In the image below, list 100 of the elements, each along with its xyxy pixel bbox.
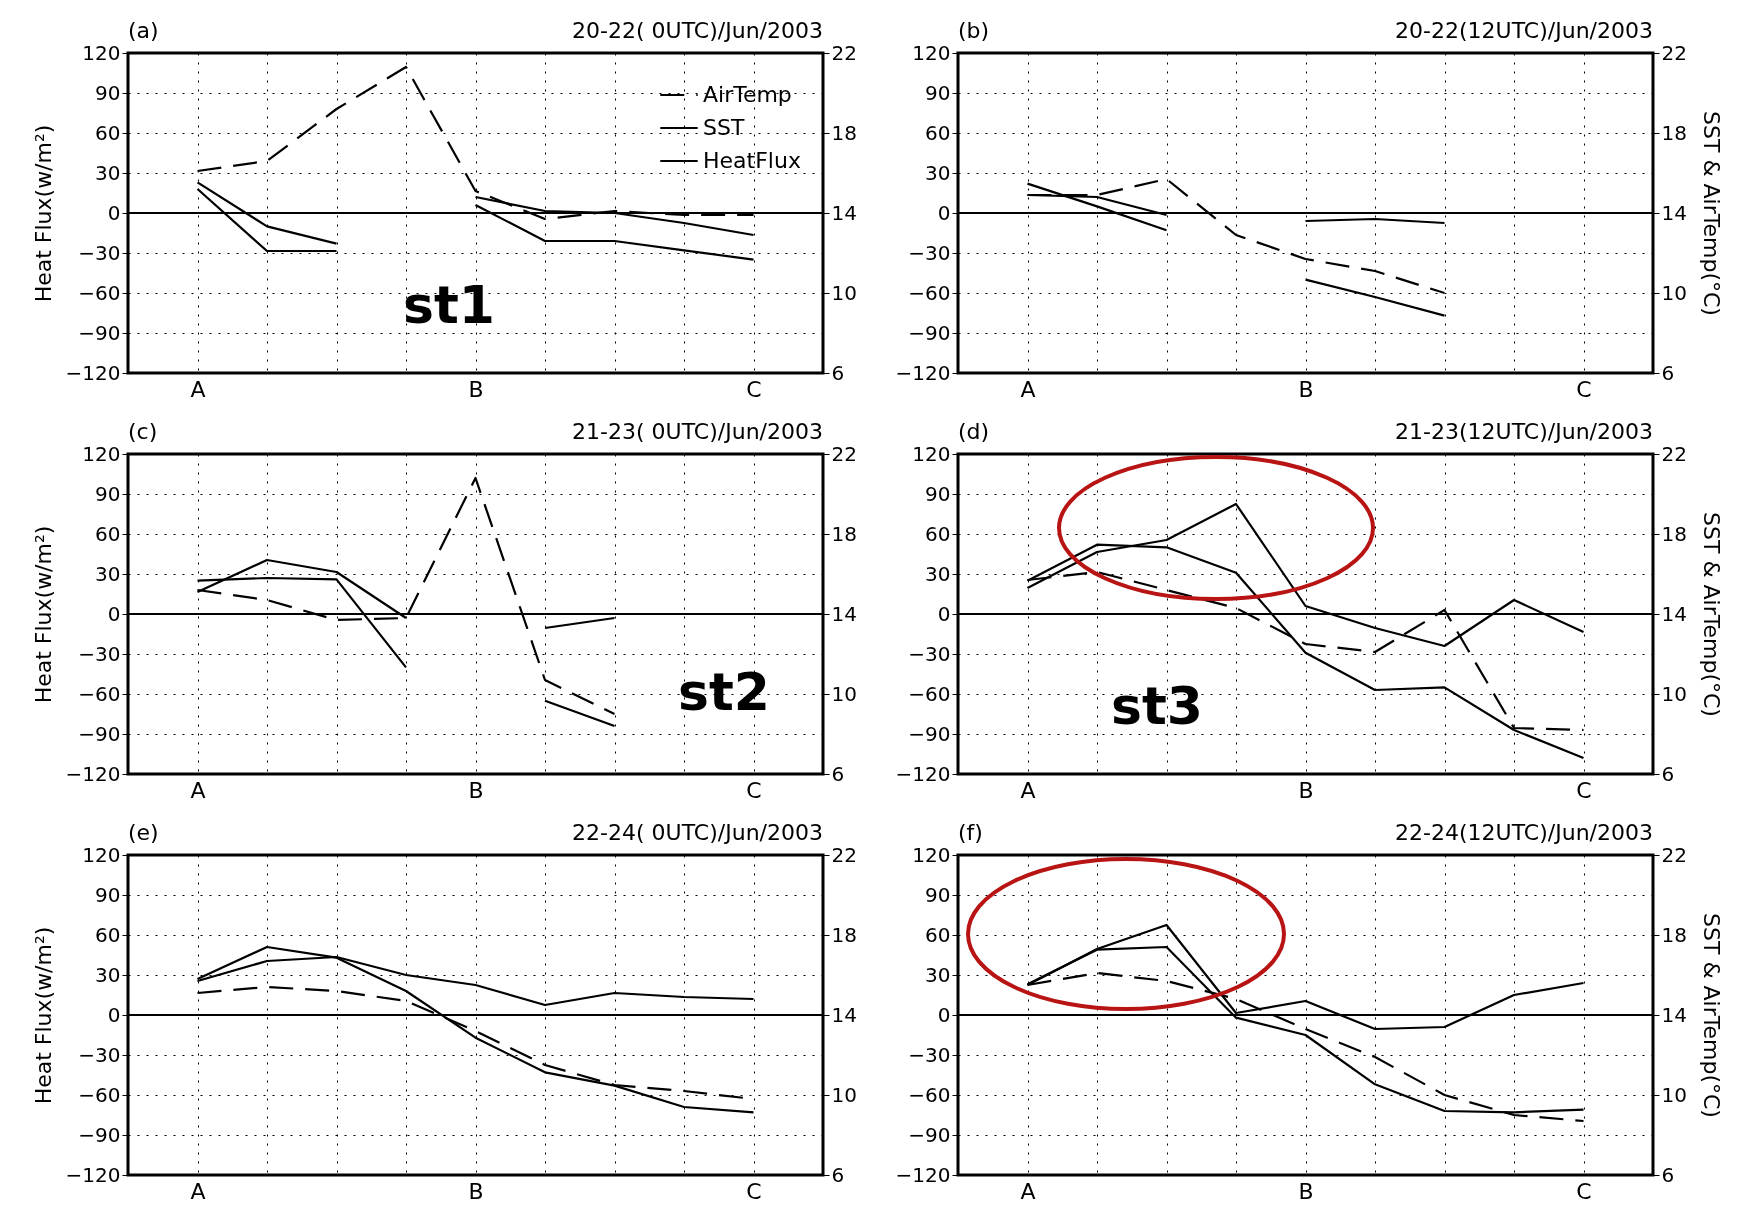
annotation: st2 — [678, 662, 770, 722]
y2-tick-label: 22 — [831, 842, 857, 867]
y-tick-label: 60 — [925, 521, 951, 546]
y-tick-label: 120 — [82, 40, 121, 65]
y-tick-label: 90 — [95, 80, 121, 105]
y-axis-title: Heat Flux(w/m²) — [30, 525, 56, 704]
y2-tick-label: 18 — [831, 120, 857, 145]
y2-tick-label: 10 — [831, 1082, 857, 1107]
chart-title: 20-22( 0UTC)/Jun/2003 — [572, 18, 823, 43]
y-tick-label: −90 — [78, 320, 121, 345]
chart-title: 22-24(12UTC)/Jun/2003 — [1395, 820, 1653, 845]
y-tick-label: −30 — [908, 1042, 951, 1067]
y-tick-label: −30 — [78, 1042, 121, 1067]
x-tick-label: C — [1576, 376, 1592, 402]
y2-tick-label: 6 — [1661, 1162, 1675, 1187]
y-tick-label: −60 — [908, 1082, 951, 1107]
y-tick-label: −120 — [65, 360, 121, 385]
y-tick-label: −120 — [895, 360, 951, 385]
text: (d) — [958, 419, 990, 444]
y-tick-label: 0 — [937, 200, 951, 225]
y2-tick-label: 14 — [831, 601, 857, 626]
y-tick-label: 0 — [937, 1002, 951, 1027]
y-tick-label: 30 — [95, 561, 121, 586]
x-tick-label: A — [190, 777, 206, 803]
y-axis-title: Heat Flux(w/m²) — [30, 926, 56, 1105]
legend-label: AirTemp — [703, 82, 792, 107]
x-tick-label: C — [1576, 777, 1592, 803]
y-tick-label: 60 — [925, 922, 951, 947]
y-tick-label: 30 — [925, 962, 951, 987]
y-tick-label: −30 — [908, 240, 951, 265]
y2-tick-label: 6 — [831, 360, 845, 385]
y-tick-label: 0 — [107, 1002, 121, 1027]
y-tick-label: −120 — [65, 1162, 121, 1187]
y-tick-label: 0 — [107, 200, 121, 225]
y2-tick-label: 6 — [1661, 761, 1675, 786]
y2-tick-label: 22 — [1661, 842, 1687, 867]
y-tick-label: −90 — [908, 1122, 951, 1147]
y-tick-label: −120 — [895, 761, 951, 786]
y-tick-label: 30 — [925, 160, 951, 185]
y2-tick-label: 14 — [831, 200, 857, 225]
y2-tick-label: 14 — [1661, 200, 1687, 225]
y2-tick-label: 14 — [831, 1002, 857, 1027]
y2-tick-label: 18 — [831, 922, 857, 947]
y2-tick-label: 10 — [1661, 280, 1687, 305]
y-tick-label: 90 — [95, 882, 121, 907]
y-tick-label: −60 — [78, 280, 121, 305]
x-tick-label: B — [1298, 376, 1314, 402]
y-tick-label: 60 — [95, 120, 121, 145]
text: (e) — [128, 820, 159, 845]
y-tick-label: 90 — [925, 481, 951, 506]
x-tick-label: A — [1020, 777, 1036, 803]
y2-tick-label: 14 — [1661, 1002, 1687, 1027]
y2-axis-title: SST & AirTemp(°C) — [1698, 913, 1724, 1118]
y2-tick-label: 6 — [831, 761, 845, 786]
x-tick-label: C — [746, 1178, 762, 1204]
y-tick-label: 120 — [82, 842, 121, 867]
x-tick-label: A — [1020, 1178, 1036, 1204]
y2-tick-label: 18 — [1661, 521, 1687, 546]
y-tick-label: −60 — [908, 681, 951, 706]
y2-tick-label: 10 — [1661, 681, 1687, 706]
y-tick-label: 90 — [925, 882, 951, 907]
y-tick-label: 30 — [925, 561, 951, 586]
y-tick-label: 0 — [107, 601, 121, 626]
y2-tick-label: 18 — [1661, 120, 1687, 145]
chart-title: 21-23( 0UTC)/Jun/2003 — [572, 419, 823, 444]
y-tick-label: 120 — [912, 842, 951, 867]
x-tick-label: B — [1298, 777, 1314, 803]
y-axis-title: Heat Flux(w/m²) — [30, 124, 56, 303]
x-tick-label: B — [468, 376, 484, 402]
y-tick-label: −90 — [78, 721, 121, 746]
y2-tick-label: 14 — [1661, 601, 1687, 626]
x-tick-label: B — [468, 777, 484, 803]
y2-tick-label: 6 — [1661, 360, 1675, 385]
y2-tick-label: 10 — [1661, 1082, 1687, 1107]
y-tick-label: 30 — [95, 962, 121, 987]
y2-tick-label: 18 — [831, 521, 857, 546]
y-tick-label: 60 — [95, 922, 121, 947]
y-tick-label: −90 — [78, 1122, 121, 1147]
y2-tick-label: 10 — [831, 681, 857, 706]
legend-label: HeatFlux — [703, 148, 801, 173]
text: (f) — [958, 820, 983, 845]
y-tick-label: −90 — [908, 320, 951, 345]
y2-tick-label: 22 — [1661, 441, 1687, 466]
y2-axis-title: SST & AirTemp(°C) — [1698, 512, 1724, 717]
y-tick-label: −30 — [908, 641, 951, 666]
x-tick-label: B — [1298, 1178, 1314, 1204]
x-tick-label: A — [190, 1178, 206, 1204]
y-tick-label: −30 — [78, 641, 121, 666]
y2-tick-label: 22 — [831, 441, 857, 466]
y-tick-label: 0 — [937, 601, 951, 626]
y-tick-label: −120 — [65, 761, 121, 786]
annotation: st1 — [403, 275, 495, 335]
y2-tick-label: 22 — [831, 40, 857, 65]
x-tick-label: C — [1576, 1178, 1592, 1204]
y2-tick-label: 18 — [1661, 922, 1687, 947]
y-tick-label: 120 — [82, 441, 121, 466]
y-tick-label: 90 — [925, 80, 951, 105]
x-tick-label: B — [468, 1178, 484, 1204]
y-tick-label: −120 — [895, 1162, 951, 1187]
y-tick-label: 60 — [925, 120, 951, 145]
